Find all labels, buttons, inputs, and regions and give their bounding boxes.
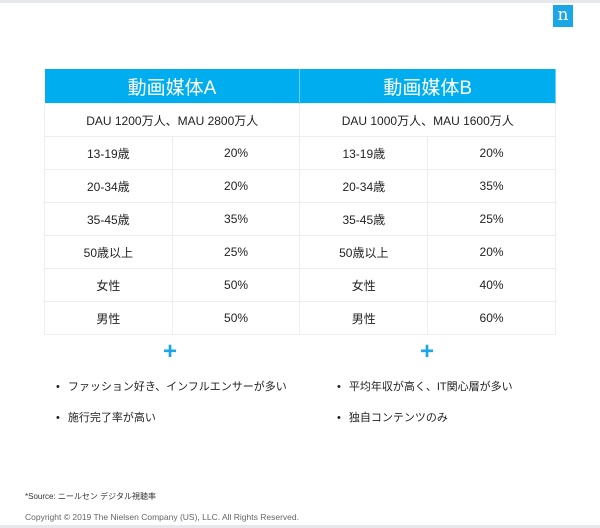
segment-cell: 女性 (299, 268, 429, 302)
segment-cell: 35-45歳 (44, 202, 173, 236)
table-row: 男性 50% 男性 60% (44, 301, 556, 335)
percentage-cell: 20% (171, 169, 301, 203)
top-divider (0, 0, 600, 3)
percentage-cell: 40% (427, 268, 556, 302)
table-row: 35-45歳 35% 35-45歳 25% (44, 202, 556, 236)
segment-cell: 13-19歳 (299, 136, 429, 170)
nielsen-logo: n (553, 5, 573, 27)
media-b-title: 動画媒体B (299, 69, 556, 104)
table-row: 50歳以上 25% 50歳以上 20% (44, 235, 556, 269)
summary-row: DAU 1200万人、MAU 2800万人 DAU 1000万人、MAU 160… (43, 103, 556, 137)
segment-cell: 男性 (44, 301, 173, 335)
plus-icon: + (163, 338, 178, 365)
percentage-cell: 20% (427, 235, 556, 269)
percentage-cell: 25% (171, 235, 301, 269)
segment-cell: 13-19歳 (44, 136, 173, 170)
comparison-table: 動画媒体A 動画媒体B DAU 1200万人、MAU 2800万人 DAU 10… (43, 69, 556, 335)
media-a-bullets: ファッション好き、インフルエンサーが多い 施行完了率が高い (56, 378, 287, 440)
segment-cell: 女性 (44, 268, 173, 302)
copyright: Copyright © 2019 The Nielsen Company (US… (25, 512, 299, 522)
source-note: *Source: ニールセン デジタル視聴率 (25, 492, 156, 501)
segment-cell: 50歳以上 (299, 235, 429, 269)
segment-cell: 20-34歳 (44, 169, 173, 203)
bullet-item: 施行完了率が高い (56, 409, 287, 425)
table-row: 13-19歳 20% 13-19歳 20% (44, 136, 556, 170)
segment-cell: 20-34歳 (299, 169, 429, 203)
percentage-cell: 25% (427, 202, 556, 236)
percentage-cell: 20% (171, 136, 301, 170)
media-b-bullets: 平均年収が高く、IT関心層が多い 独自コンテンツのみ (337, 378, 513, 440)
plus-icon: + (420, 338, 435, 365)
bullet-item: 平均年収が高く、IT関心層が多い (337, 378, 513, 394)
percentage-cell: 20% (427, 136, 556, 170)
bullet-item: ファッション好き、インフルエンサーが多い (56, 378, 287, 394)
percentage-cell: 50% (171, 301, 301, 335)
header-row: 動画媒体A 動画媒体B (44, 69, 556, 104)
table-row: 20-34歳 20% 20-34歳 35% (44, 169, 556, 203)
table-row: 女性 50% 女性 40% (44, 268, 556, 302)
segment-cell: 35-45歳 (299, 202, 429, 236)
media-a-title: 動画媒体A (44, 69, 301, 104)
media-b-summary: DAU 1000万人、MAU 1600万人 (299, 103, 556, 137)
percentage-cell: 35% (427, 169, 556, 203)
percentage-cell: 35% (171, 202, 301, 236)
percentage-cell: 50% (171, 268, 301, 302)
bullet-item: 独自コンテンツのみ (337, 409, 513, 425)
percentage-cell: 60% (427, 301, 556, 335)
bottom-divider (0, 525, 600, 528)
media-a-summary: DAU 1200万人、MAU 2800万人 (43, 103, 301, 137)
segment-cell: 50歳以上 (44, 235, 173, 269)
segment-cell: 男性 (299, 301, 429, 335)
